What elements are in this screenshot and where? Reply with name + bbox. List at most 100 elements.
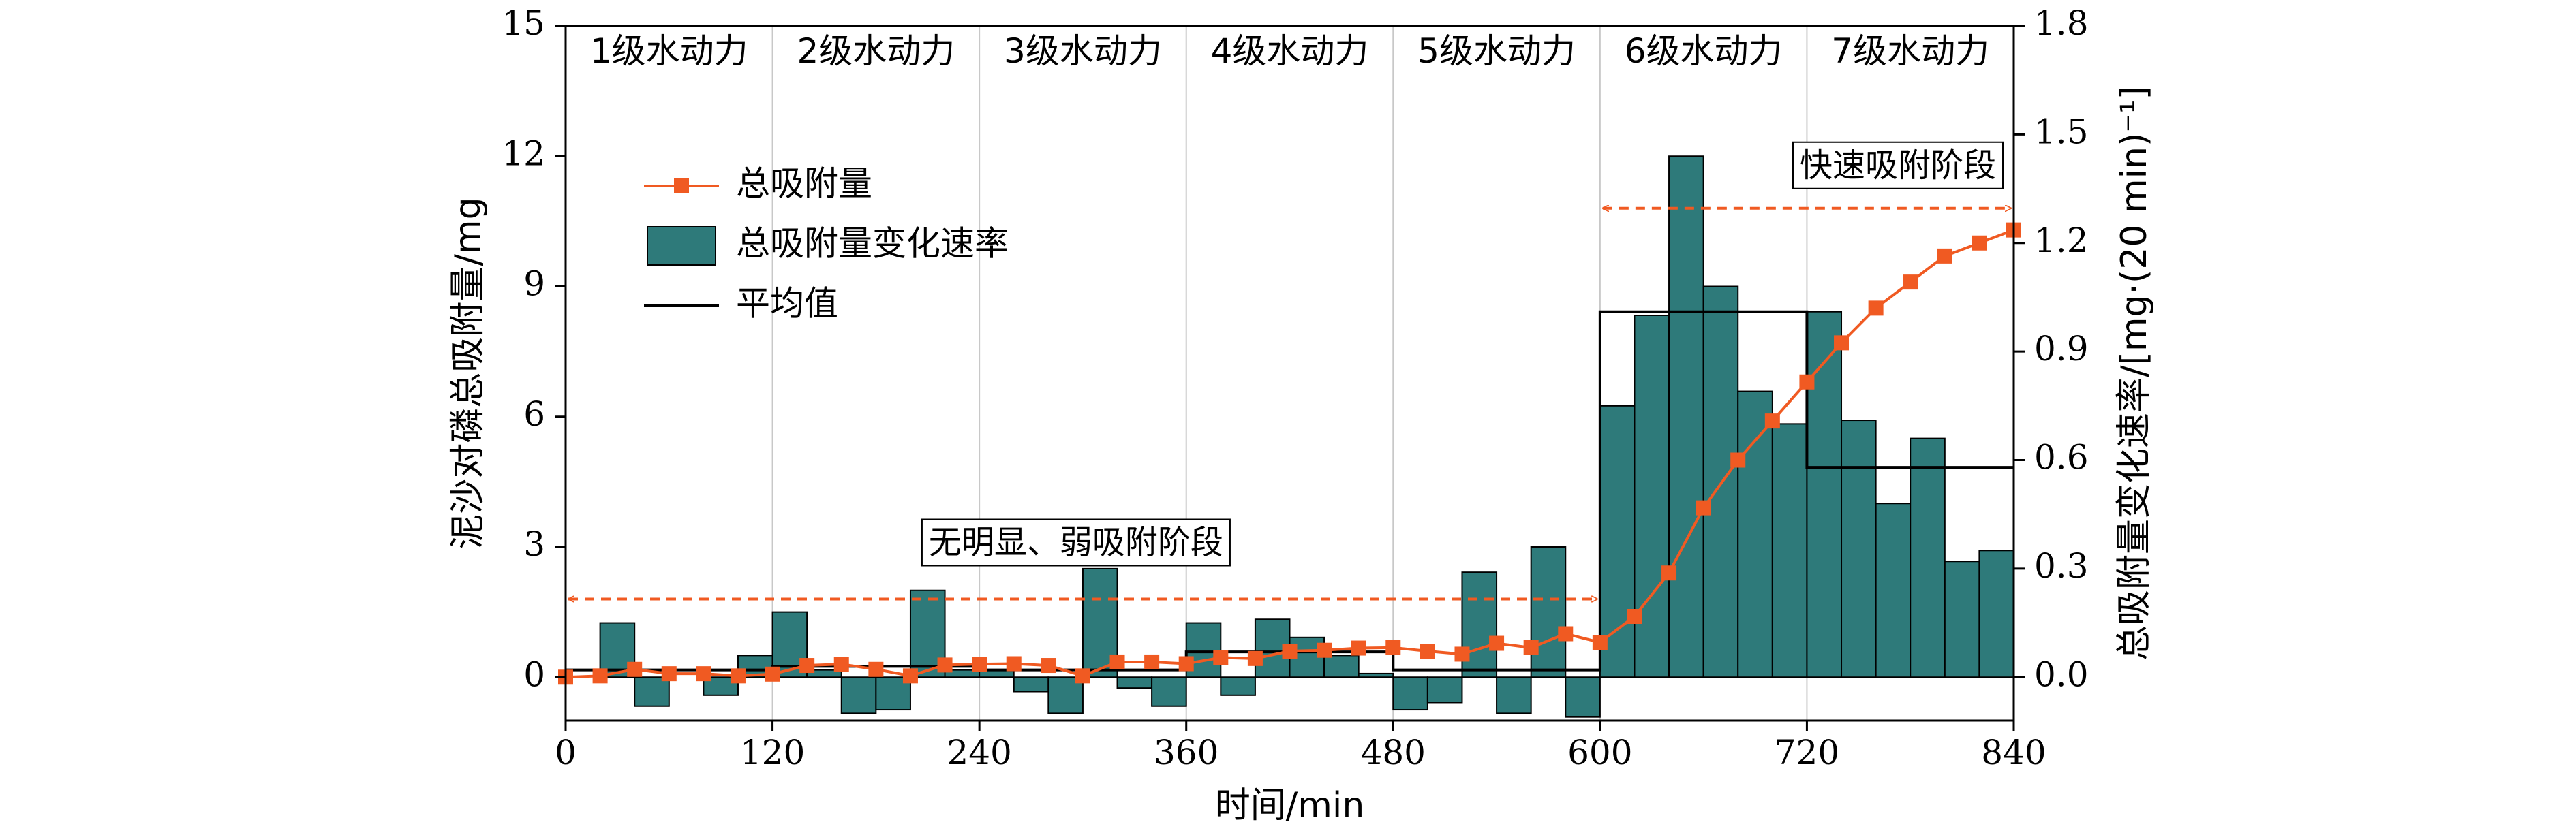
rate-bar [1392,676,1428,711]
rate-bar [840,676,877,714]
rate-bar [1978,550,2015,678]
total-adsorption-point [1420,644,1435,659]
total-adsorption-point [730,668,746,684]
rate-bar [1875,503,1912,678]
stage-label: 5级水动力 [1417,31,1576,71]
annotation-layer: 无明显、弱吸附阶段 快速吸附阶段 [568,141,2011,599]
total-adsorption-point [1592,635,1608,650]
total-adsorption-point [1351,640,1366,656]
rate-bar [1944,561,1980,678]
plot-frame [564,25,2015,722]
total-adsorption-point [799,658,815,674]
y-left-tick-label: 9 [523,264,545,304]
rate-bar [1496,676,1532,714]
y-left-tick-label: 15 [502,3,545,43]
rate-bar [634,676,670,707]
rate-bar [1358,672,1394,678]
total-adsorption-point [1213,650,1229,665]
rate-bar [1151,676,1187,707]
legend-label: 总吸附量 [736,164,872,204]
legend-bar-swatch [647,226,716,266]
y-left-tick-label: 12 [502,133,545,173]
total-adsorption-point [1799,374,1815,390]
rate-bar [1530,546,1567,678]
y-right-tick-label: 0.3 [2034,546,2089,586]
total-adsorption-point [765,666,780,682]
stage-label: 7级水动力 [1831,31,1989,71]
total-adsorption-point [1903,274,1918,290]
x-tick-label: 720 [1775,733,1839,772]
total-adsorption-point [592,668,608,684]
total-adsorption-point [1523,640,1539,655]
rate-bar [1737,390,1773,678]
total-adsorption-point [1489,635,1505,651]
total-adsorption-point [1006,656,1022,672]
total-adsorption-point [1868,300,1884,316]
stage-label: 6级水动力 [1625,31,1783,71]
legend-label: 总吸附量变化速率 [736,224,1009,264]
stage-label: 1级水动力 [590,31,748,71]
total-adsorption-point [1937,248,1952,264]
total-adsorption-point [1454,646,1470,662]
y-right-tick-label: 0.6 [2034,438,2089,477]
total-adsorption-point [937,657,953,673]
y-left-tick-label: 3 [523,524,545,564]
total-adsorption-point [1661,565,1677,581]
rate-bar [1116,676,1153,689]
y-right-tick-label: 1.2 [2034,221,2089,260]
total-adsorption-point [1247,650,1263,666]
x-tick-label: 480 [1361,733,1426,772]
stage-annotation-label: 无明显、弱吸附阶段 [929,524,1223,562]
y-left-tick-label: 6 [523,394,545,434]
y-left-tick-label: 0 [523,655,545,694]
y-right-tick-label: 1.8 [2034,3,2089,43]
total-adsorption-point [1764,413,1780,429]
annotation-box [1792,141,2004,189]
total-adsorption-point [696,666,711,682]
total-adsorption-line-layer [558,222,2021,685]
total-adsorption-point [868,661,884,677]
total-adsorption-point [1558,626,1574,642]
total-adsorption-point [627,661,643,677]
total-adsorption-point [1075,668,1090,684]
rate-bar [1013,676,1049,693]
y-left-axis-title: 泥沙对磷总吸附量/mg [448,197,489,549]
total-adsorption-point [1317,642,1332,658]
total-adsorption-point [1178,656,1194,672]
total-adsorption-point [1109,654,1125,669]
x-tick-label: 0 [555,733,577,772]
rate-bar [1565,676,1601,718]
rate-bar [1323,655,1360,678]
stage-label: 2级水动力 [797,31,955,71]
total-adsorption-point [1041,658,1056,674]
total-adsorption-point [1144,654,1160,669]
x-tick-label: 120 [740,733,805,772]
rate-bar [1771,423,1808,678]
rate-bar [1599,405,1636,678]
rate-bar [1841,420,1877,678]
legend-label: 平均值 [736,284,838,324]
x-tick-label: 600 [1567,733,1632,772]
total-adsorption-point [1834,335,1850,351]
x-axis-title: 时间/min [1215,785,1365,826]
total-adsorption-point [1696,500,1711,516]
rate-bar [1668,155,1704,678]
rate-bar [1426,676,1463,704]
stage-label: 3级水动力 [1004,31,1162,71]
total-adsorption-point [1282,644,1298,659]
y-right-tick-label: 0.9 [2034,329,2089,368]
rate-bar [1220,676,1256,696]
y-right-tick-label: 0.0 [2034,655,2089,694]
total-adsorption-point [972,657,987,672]
rate-bar [1910,437,1946,678]
y-right-tick-label: 1.5 [2034,112,2089,151]
x-tick-label: 240 [947,733,1011,772]
annotation-box [921,518,1231,567]
legend-marker-swatch [674,178,689,193]
stage-annotation-label: 快速吸附阶段 [1800,146,1996,185]
total-adsorption-point [833,657,849,672]
y-right-axis-title: 总吸附量变化速率/[mg·(20 min)⁻¹] [2114,86,2155,661]
